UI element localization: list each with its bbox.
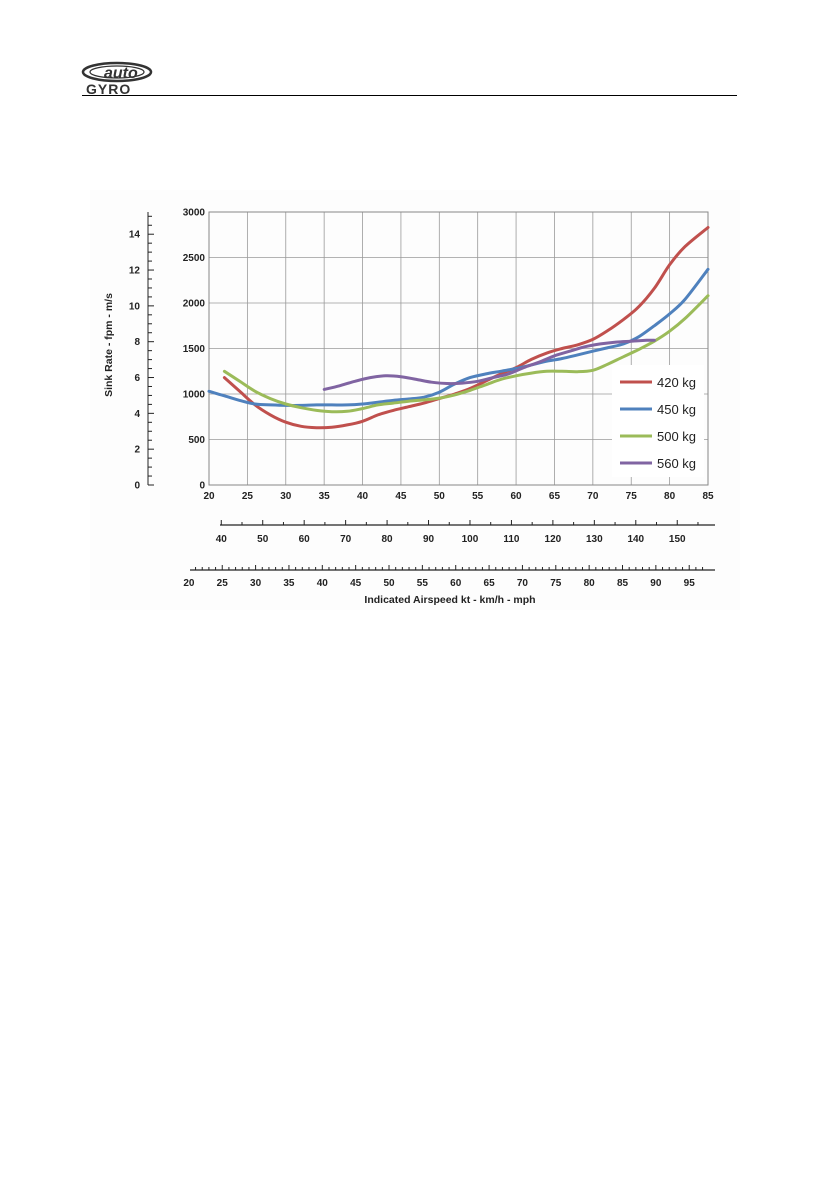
x-tick-label-mph: 55 [417,578,429,589]
x-tick-label-kmh: 80 [382,534,394,545]
x-tick-label-kt: 60 [511,491,523,502]
x-tick-label-kt: 45 [395,491,407,502]
x-tick-label-kmh: 140 [627,534,644,545]
y-tick-label-ms: 0 [134,481,140,492]
x-tick-label-mph: 90 [650,578,662,589]
y-tick-label-ms: 14 [129,230,141,241]
x-axis-kt: 20 25 30 35 40 45 50 55 60 65 70 75 80 85 [203,491,714,502]
series-line-500kg [222,294,710,414]
x-tick-label-mph: 85 [617,578,629,589]
x-tick-label-mph: 45 [350,578,362,589]
y-tick-label-ms: 6 [134,373,140,384]
x-tick-label-kt: 25 [242,491,254,502]
chart-container: 0 500 1000 1500 2000 2500 3000 0 2 4 6 8 10 12 14 20 2… [90,190,740,610]
x-tick-label-mph: 40 [317,578,329,589]
x-tick-label-mph: 50 [383,578,395,589]
x-tick-label-kmh: 60 [299,534,311,545]
x-axis-mph: 20 25 30 35 40 45 50 55 60 65 70 75 80 85 90 95 [183,565,715,589]
y-tick-label-fpm: 0 [199,481,205,492]
x-tick-label-kmh: 50 [257,534,269,545]
header-rule [82,95,737,96]
x-tick-label-mph: 30 [250,578,262,589]
plot-frame [208,211,709,486]
x-tick-label-kmh: 130 [586,534,603,545]
y-tick-label-ms: 8 [134,337,140,348]
page-header: auto GYRO [0,0,839,100]
legend-label-560kg: 560 kg [657,456,696,471]
x-tick-label-kt: 35 [319,491,331,502]
x-tick-label-kmh: 70 [340,534,352,545]
x-tick-label-mph: 80 [584,578,596,589]
y-tick-label-fpm: 3000 [183,208,206,219]
y-tick-label-fpm: 1500 [183,344,206,355]
x-tick-label-mph: 65 [484,578,496,589]
y-tick-label-fpm: 2500 [183,253,206,264]
x-tick-label-mph: 70 [517,578,529,589]
series-lines [207,226,710,430]
y-axis-ms: 0 2 4 6 8 10 12 14 [129,212,154,492]
x-tick-label-kt: 30 [280,491,292,502]
x-tick-label-kt: 55 [472,491,484,502]
logo-text-top: auto [104,65,138,82]
y-axis-fpm: 0 500 1000 1500 2000 2500 3000 [183,208,206,492]
legend-label-500kg: 500 kg [657,429,696,444]
x-axis-kmh: 40 50 60 70 80 90 100 110 120 130 140 150 [216,520,715,545]
y-tick-label-ms: 10 [129,301,141,312]
x-tick-label-kmh: 150 [669,534,686,545]
x-tick-label-mph: 35 [283,578,295,589]
x-tick-label-kt: 80 [664,491,676,502]
x-tick-label-mph: 25 [217,578,229,589]
x-tick-label-kmh: 100 [462,534,479,545]
legend-label-450kg: 450 kg [657,402,696,417]
x-tick-label-kmh: 120 [545,534,562,545]
x-tick-label-kt: 65 [549,491,561,502]
x-tick-label-kmh: 90 [423,534,435,545]
x-tick-label-kt: 40 [357,491,369,502]
y-axis-label: Sink Rate - fpm - m/s [103,293,115,397]
x-tick-label-kmh: 40 [216,534,228,545]
series-line-560kg [322,338,656,391]
y-tick-label-fpm: 500 [188,435,205,446]
legend-label-420kg: 420 kg [657,375,696,390]
x-tick-label-kt: 85 [702,491,714,502]
legend-box [612,365,704,477]
legend: 420 kg 450 kg 500 kg 560 kg [612,365,704,477]
x-tick-label-kmh: 110 [503,534,520,545]
autogyro-logo: auto GYRO [81,61,153,96]
x-tick-label-kt: 75 [626,491,638,502]
logo-text-bottom: GYRO [86,81,131,96]
x-tick-label-kt: 20 [203,491,215,502]
y-tick-label-ms: 12 [129,266,141,277]
x-axis-label: Indicated Airspeed kt - km/h - mph [364,594,535,606]
x-tick-label-kt: 50 [434,491,446,502]
y-tick-label-ms: 4 [134,409,140,420]
y-tick-label-ms: 2 [134,445,140,456]
y-tick-label-fpm: 1000 [183,390,206,401]
y-tick-label-fpm: 2000 [183,299,206,310]
x-tick-label-mph: 20 [183,578,195,589]
x-tick-label-mph: 75 [550,578,562,589]
x-tick-label-kt: 70 [587,491,599,502]
x-tick-label-mph: 60 [450,578,462,589]
x-tick-label-mph: 95 [684,578,696,589]
